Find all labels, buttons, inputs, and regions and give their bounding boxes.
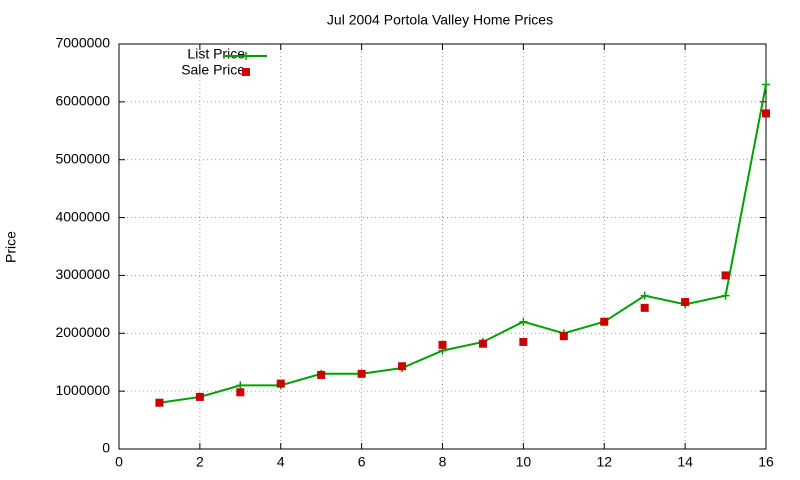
legend-label: Sale Price [181,62,245,78]
x-tick-label: 8 [439,454,447,470]
point-marker [398,362,407,371]
x-tick-label: 12 [596,454,612,470]
point-marker [519,337,528,346]
y-tick-label: 5000000 [55,150,110,166]
point-marker [276,379,285,388]
x-tick-label: 10 [516,454,532,470]
point-marker [762,109,770,118]
point-marker [519,317,528,326]
point-marker [559,332,568,341]
x-tick-label: 14 [677,454,693,470]
point-marker [236,381,245,390]
chart-title: Jul 2004 Portola Valley Home Prices [327,12,553,28]
point-marker [640,291,649,300]
point-marker [236,388,245,397]
x-tick-label: 16 [758,454,774,470]
plot-frame [118,43,767,450]
legend-marker [242,52,250,60]
point-marker [357,369,366,378]
point-marker [478,339,487,348]
x-tick-label: 0 [115,454,123,470]
point-marker [721,271,730,280]
y-tick-label: 2000000 [55,324,110,340]
point-marker [762,80,770,89]
legend-label: List Price [187,46,245,62]
legend-marker [242,68,250,76]
y-tick-label: 4000000 [55,208,110,224]
point-marker [721,291,730,300]
series-line [159,84,767,404]
y-tick-label: 3000000 [55,266,110,282]
point-marker [600,317,609,326]
point-marker [640,303,649,312]
x-tick-label: 2 [196,454,204,470]
point-marker [681,298,690,307]
y-tick-label: 6000000 [55,93,110,109]
y-tick-label: 7000000 [55,35,110,51]
point-marker [438,340,447,349]
point-marker [317,370,326,379]
x-tick-label: 6 [358,454,366,470]
x-tick-label: 4 [277,454,285,470]
y-tick-label: 1000000 [55,382,110,398]
point-marker [195,392,204,401]
y-tick-label: 0 [102,440,110,456]
point-marker [155,398,164,407]
y-axis-label: Price [3,231,19,263]
